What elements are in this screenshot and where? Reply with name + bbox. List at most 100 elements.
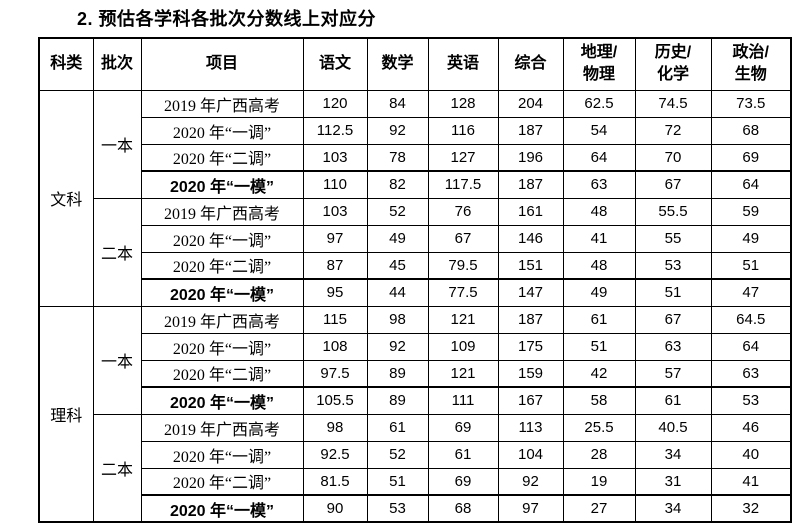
score-value: 121 (427, 305, 499, 334)
item-label: 2020 年“二调” (140, 143, 304, 172)
score-value: 76 (427, 197, 499, 226)
score-value: 98 (302, 413, 368, 442)
score-value: 77.5 (427, 278, 499, 307)
score-value: 61 (634, 386, 712, 415)
score-value: 92 (497, 467, 564, 496)
item-label: 2020 年“一调” (140, 224, 304, 253)
column-header: 地理/ 物理 (562, 37, 636, 91)
score-value: 103 (302, 197, 368, 226)
score-value: 41 (710, 467, 792, 496)
score-value: 108 (302, 332, 368, 361)
score-value: 46 (710, 413, 792, 442)
score-table: 科类 批次 项目 语文 数学 英语 综合 地理/ 物理 历史/ 化学 政治/ 生物 文科 一本 201… (38, 37, 792, 523)
item-label: 2019 年广西高考 (140, 89, 304, 118)
score-value: 51 (710, 251, 792, 280)
score-value: 128 (427, 89, 499, 118)
score-value: 167 (497, 386, 564, 415)
header-row: 科类 批次 项目 语文 数学 英语 综合 地理/ 物理 历史/ 化学 政治/ 生物 (38, 37, 792, 91)
table-row: 2020 年“二调” 87 45 79.5 151 48 53 51 (39, 251, 792, 280)
batch-cell: 一本 (92, 305, 142, 415)
score-value: 104 (497, 440, 564, 469)
score-value: 49 (710, 224, 792, 253)
table-row: 二本 2019 年广西高考 98 61 69 113 25.5 40.5 46 (39, 413, 792, 523)
score-value: 82 (366, 170, 429, 199)
score-value: 97 (497, 494, 564, 523)
table-row: 二本 2019 年广西高考 103 52 76 161 48 55.5 59 (39, 197, 792, 307)
score-value: 69 (710, 143, 792, 172)
score-value: 49 (562, 278, 636, 307)
table-row: 2020 年“一调” 97 49 67 146 41 55 49 (39, 224, 792, 253)
score-value: 53 (366, 494, 429, 523)
score-value: 70 (634, 143, 712, 172)
score-value: 61 (366, 413, 429, 442)
score-value: 89 (366, 359, 429, 388)
score-value: 40 (710, 440, 792, 469)
category-cell: 理科 (38, 305, 94, 523)
score-value: 55 (634, 224, 712, 253)
score-value: 74.5 (634, 89, 712, 118)
column-header: 科类 (38, 37, 94, 91)
column-header: 语文 (302, 37, 368, 91)
table-row: 2020 年“一调” 108 92 109 175 51 63 64 (39, 332, 792, 361)
table-row: 2020 年“一模” 90 53 68 97 27 34 32 (39, 494, 792, 523)
score-value: 92 (366, 116, 429, 145)
table-row: 2020 年“二调” 81.5 51 69 92 19 31 41 (39, 467, 792, 496)
column-header: 批次 (92, 37, 142, 91)
item-label: 2020 年“一调” (140, 332, 304, 361)
score-value: 159 (497, 359, 564, 388)
score-value: 69 (427, 413, 499, 442)
column-header: 数学 (366, 37, 429, 91)
score-value: 49 (366, 224, 429, 253)
score-value: 63 (634, 332, 712, 361)
score-value: 115 (302, 305, 368, 334)
table-row: 2020 年“一调” 92.5 52 61 104 28 34 40 (39, 440, 792, 469)
score-value: 127 (427, 143, 499, 172)
score-value: 87 (302, 251, 368, 280)
score-value: 111 (427, 386, 499, 415)
column-header: 英语 (427, 37, 499, 91)
score-value: 53 (710, 386, 792, 415)
score-value: 63 (710, 359, 792, 388)
item-label: 2020 年“一模” (140, 170, 304, 199)
item-label: 2020 年“一调” (140, 440, 304, 469)
score-value: 105.5 (302, 386, 368, 415)
score-value: 113 (497, 413, 564, 442)
item-label: 2020 年“二调” (140, 467, 304, 496)
score-value: 52 (366, 440, 429, 469)
score-value: 69 (427, 467, 499, 496)
score-value: 196 (497, 143, 564, 172)
score-value: 175 (497, 332, 564, 361)
score-value: 25.5 (562, 413, 636, 442)
score-value: 92.5 (302, 440, 368, 469)
score-value: 147 (497, 278, 564, 307)
column-header: 综合 (497, 37, 564, 91)
score-value: 120 (302, 89, 368, 118)
score-value: 34 (634, 440, 712, 469)
item-label: 2020 年“一模” (140, 278, 304, 307)
score-value: 54 (562, 116, 636, 145)
item-label: 2020 年“二调” (140, 359, 304, 388)
score-value: 51 (634, 278, 712, 307)
score-value: 34 (634, 494, 712, 523)
score-value: 63 (562, 170, 636, 199)
batch-cell: 一本 (92, 89, 142, 199)
score-value: 44 (366, 278, 429, 307)
score-value: 41 (562, 224, 636, 253)
score-value: 64 (710, 332, 792, 361)
score-value: 64.5 (710, 305, 792, 334)
score-value: 89 (366, 386, 429, 415)
score-value: 92 (366, 332, 429, 361)
table-row: 2020 年“二调” 103 78 127 196 64 70 69 (39, 143, 792, 172)
column-header: 项目 (140, 37, 304, 91)
score-value: 67 (427, 224, 499, 253)
score-value: 68 (710, 116, 792, 145)
score-value: 61 (562, 305, 636, 334)
score-value: 64 (562, 143, 636, 172)
score-value: 67 (634, 305, 712, 334)
table-row: 2020 年“一调” 112.5 92 116 187 54 72 68 (39, 116, 792, 145)
score-value: 53 (634, 251, 712, 280)
score-value: 98 (366, 305, 429, 334)
score-value: 58 (562, 386, 636, 415)
page-title: 2. 预估各学科各批次分数线上对应分 (77, 9, 377, 29)
score-value: 204 (497, 89, 564, 118)
